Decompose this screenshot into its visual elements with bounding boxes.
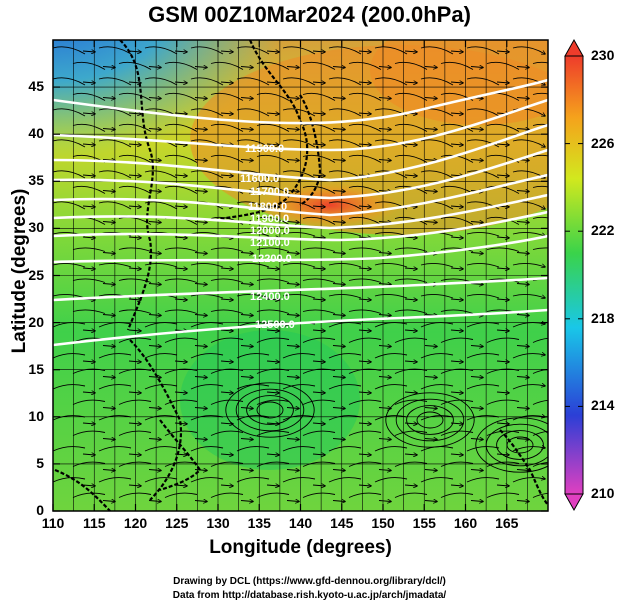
- contour-label: 11600.0: [240, 173, 279, 185]
- y-tick-label: 20: [28, 313, 44, 330]
- colorbar-tick-label: 210: [591, 485, 615, 501]
- colorbar-tick-label: 214: [591, 397, 615, 414]
- axis-ticks: [52, 40, 548, 512]
- x-tick-label: 135: [247, 515, 271, 531]
- x-axis-label: Longitude (degrees): [209, 537, 392, 558]
- y-tick-label: 0: [36, 502, 44, 518]
- y-tick-label: 45: [28, 78, 44, 95]
- x-tick-label: 120: [123, 515, 148, 531]
- contour-label: 12100.0: [250, 237, 290, 249]
- x-tick-label: 140: [288, 515, 313, 531]
- y-tick-label: 15: [28, 360, 44, 377]
- contour-label: 11700.0: [250, 186, 289, 198]
- contour-label: 12400.0: [250, 291, 290, 303]
- wind-streamlines: [53, 46, 548, 502]
- x-tick-label: 115: [82, 515, 106, 531]
- warm-region-ne: [370, 40, 548, 125]
- y-tick-label: 25: [28, 266, 44, 283]
- x-tick-label: 150: [371, 515, 395, 531]
- x-tick-label: 145: [330, 515, 354, 531]
- x-tick-label: 110: [41, 515, 65, 531]
- colorbar-tick-label: 218: [591, 309, 615, 326]
- contour-label: 12200.0: [252, 253, 292, 265]
- green-region: [180, 330, 360, 470]
- x-tick-label: 160: [453, 515, 478, 531]
- contour-label: 11800.0: [248, 201, 287, 213]
- x-tick-label: 125: [165, 515, 189, 531]
- x-tick-label: 165: [495, 515, 519, 531]
- x-tick-label: 130: [206, 515, 230, 531]
- contour-label: 12500.0: [255, 319, 295, 331]
- contour-label: 11500.0: [245, 143, 284, 155]
- colorbar-gradient: [564, 55, 584, 495]
- colorbar-tick-label: 222: [591, 222, 615, 239]
- y-axis-label: Latitude (degrees): [9, 188, 30, 354]
- colorbar-tick-label: 230: [591, 47, 615, 63]
- height-contours: [53, 78, 548, 347]
- colorbar-tick-label: 226: [591, 134, 615, 151]
- contour-label: 11900.0: [250, 213, 289, 225]
- y-tick-label: 10: [28, 407, 44, 424]
- y-tick-label: 35: [28, 172, 44, 189]
- contour-label: 12000.0: [250, 225, 290, 237]
- y-tick-label: 5: [36, 454, 44, 471]
- colorbar-bottom-arrow: [564, 493, 584, 512]
- credit-data: Data from http://database.rish.kyoto-u.a…: [172, 590, 447, 601]
- colorbar-top-arrow: [564, 38, 584, 57]
- x-tick-label: 155: [412, 515, 436, 531]
- colorbar: [564, 38, 584, 512]
- chart-title: GSM 00Z10Mar2024 (200.0hPa): [148, 2, 471, 27]
- y-tick-label: 30: [28, 219, 44, 236]
- y-tick-label: 40: [28, 125, 44, 142]
- credit-drawing: Drawing by DCL (https://www.gfd-dennou.o…: [173, 576, 446, 587]
- jet-core: [260, 183, 400, 227]
